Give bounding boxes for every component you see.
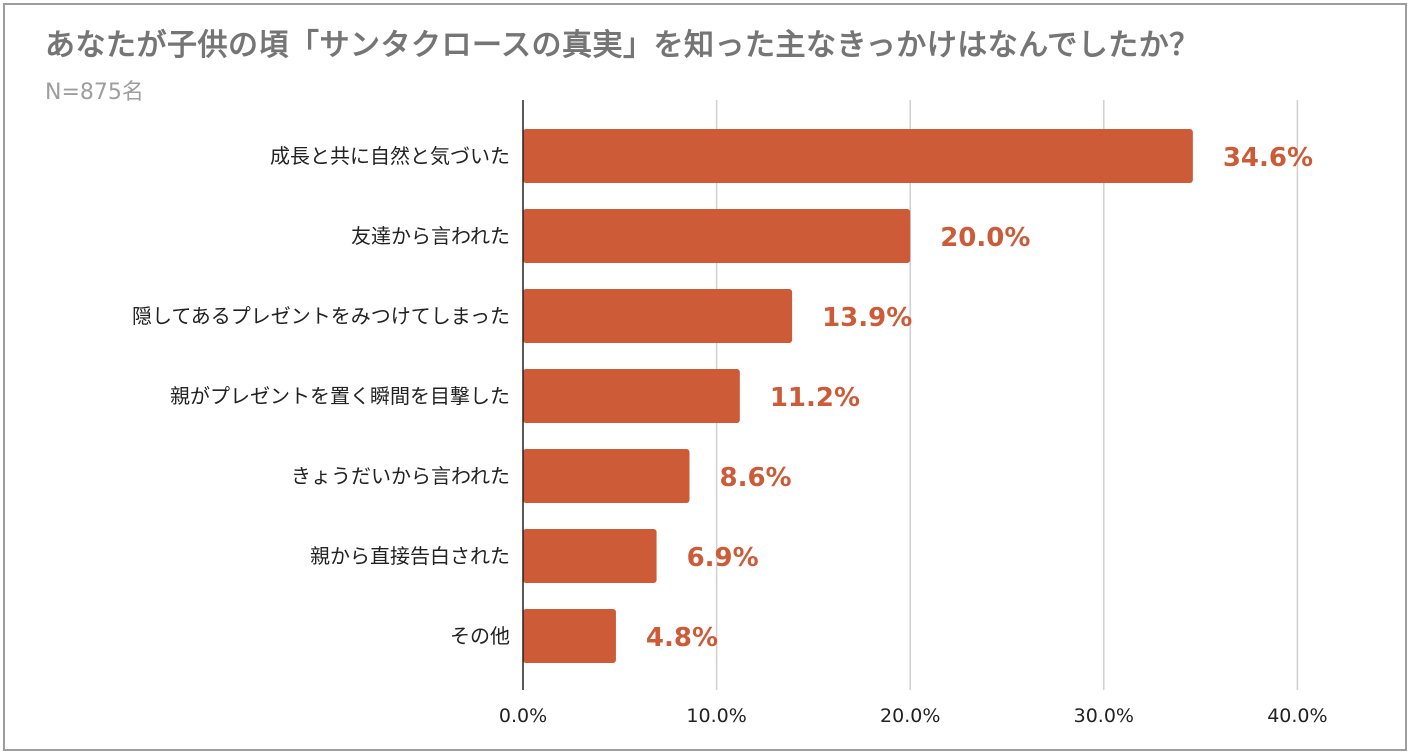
bar — [523, 609, 616, 663]
category-label: 友達から言われた — [351, 224, 510, 248]
x-tick-label: 40.0% — [1267, 705, 1327, 727]
grid-lines — [715, 100, 1299, 690]
category-label: 隠してあるプレゼントをみつけてしまった — [132, 304, 510, 328]
value-label: 11.2% — [770, 383, 860, 413]
value-label: 6.9% — [687, 543, 759, 573]
value-label: 4.8% — [646, 623, 718, 653]
x-tick-label: 30.0% — [1074, 705, 1134, 727]
value-label: 34.6% — [1223, 143, 1313, 173]
bar — [523, 129, 1193, 183]
category-label: 成長と共に自然と気づいた — [270, 144, 510, 168]
bar — [523, 529, 657, 583]
labels: 0.0% 10.0% 20.0% 30.0% 40.0% 成長と共に自然と気づいた 34.6… — [132, 143, 1328, 727]
bar — [523, 209, 911, 263]
bar — [523, 289, 793, 343]
x-tick-label: 0.0% — [499, 705, 547, 727]
value-label: 20.0% — [940, 223, 1030, 253]
chart-title: あなたが子供の頃「サンタクロースの真実」を知った主なきっかけはなんでしたか？ — [45, 28, 1200, 63]
x-tick-label: 20.0% — [880, 705, 940, 727]
chart-subtitle: N=875名 — [45, 80, 144, 105]
value-label: 8.6% — [719, 463, 791, 493]
x-tick-label: 10.0% — [686, 705, 746, 727]
bar — [523, 449, 690, 503]
bar — [523, 369, 740, 423]
value-label: 13.9% — [822, 303, 912, 333]
category-label: きょうだいから言われた — [291, 464, 510, 488]
category-label: その他 — [450, 624, 510, 648]
category-label: 親がプレゼントを置く瞬間を目撃した — [170, 384, 510, 408]
category-label: 親から直接告白された — [310, 544, 510, 568]
bars — [523, 129, 1193, 663]
